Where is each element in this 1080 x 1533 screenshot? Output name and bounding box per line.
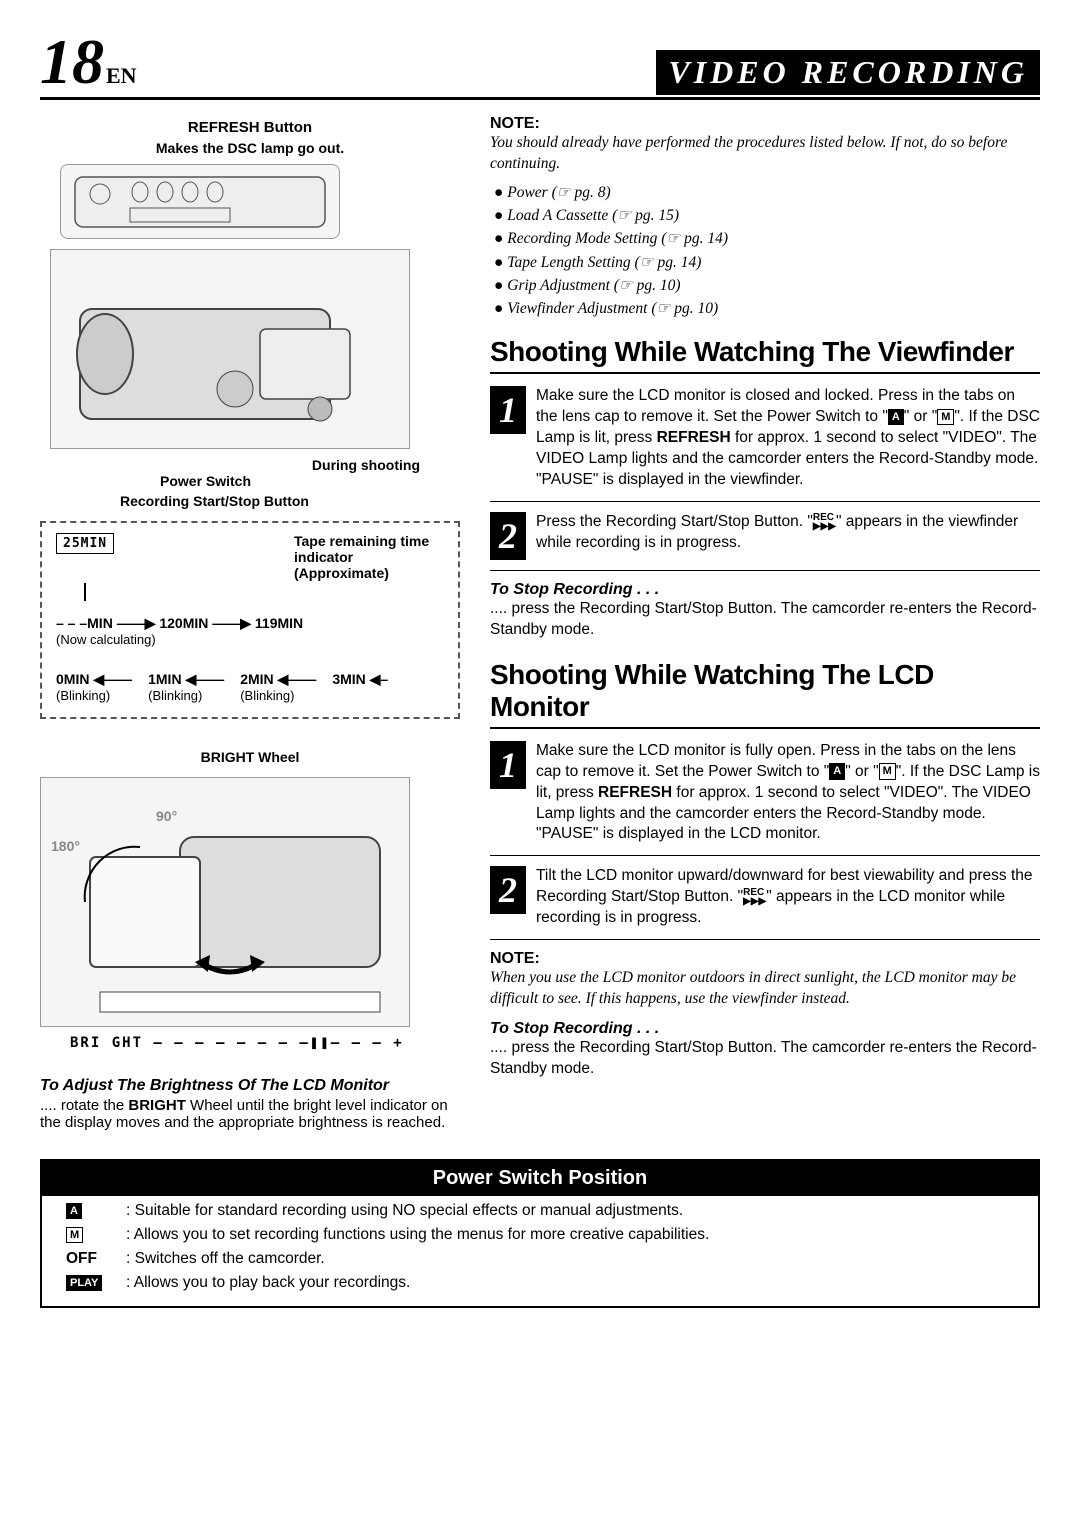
right-column: NOTE: You should already have performed … [490,115,1040,1131]
section2-stop-title: To Stop Recording . . . [490,1020,1040,1038]
tape-flow-row-a: – – –MIN ——▶ 120MIN ——▶ 119MIN [56,615,444,632]
page-number: 18EN [40,30,137,94]
left-column: REFRESH Button Makes the DSC lamp go out… [40,115,460,1131]
a-icon: A [66,1203,82,1219]
step1b-text: Make sure the LCD monitor is fully open.… [536,741,1040,846]
note-label-2: NOTE: [490,950,1040,968]
tape-item-3: 3MIN ◀– [332,657,388,703]
checklist-item-0: Power (☞ pg. 8) [494,181,1040,204]
section1-title: Shooting While Watching The Viewfinder [490,336,1040,374]
checklist-item-1: Load A Cassette (☞ pg. 15) [494,204,1040,227]
step2-text: Press the Recording Start/Stop Button. "… [536,512,1040,560]
step-num-2b: 2 [490,866,526,914]
power-key-3: PLAY [66,1274,126,1292]
section2-stop-text: .... press the Recording Start/Stop Butt… [490,1038,1040,1080]
tape-indicator-box: 25MIN Tape remaining time indicator (App… [40,521,460,719]
power-text-1: : Allows you to set recording functions … [126,1226,709,1244]
checklist-item-3: Tape Length Setting (☞ pg. 14) [494,251,1040,274]
power-switch-label: Power Switch [160,473,460,489]
tape-time-1: 1MIN ◀—— [148,671,224,688]
note-label-1: NOTE: [490,115,1040,133]
refresh-desc: Makes the DSC lamp go out. [40,140,460,156]
tape-row1: 25MIN Tape remaining time indicator (App… [56,533,444,581]
power-text-0: : Suitable for standard recording using … [126,1202,683,1220]
step-num-1: 1 [490,386,526,434]
power-key-0: A [66,1202,126,1220]
refresh-button-label: REFRESH Button [40,119,460,136]
m-icon: M [66,1227,83,1243]
a-icon: A [888,409,904,425]
tape-time-3: 3MIN ◀– [332,671,388,688]
section1-step2: 2 Press the Recording Start/Stop Button.… [490,512,1040,571]
tape-remaining-label: Tape remaining time indicator (Approxima… [294,533,444,581]
checklist-item-5: Viewfinder Adjustment (☞ pg. 10) [494,297,1040,320]
section2-step2: 2 Tilt the LCD monitor upward/downward f… [490,866,1040,940]
bright-wheel-label: BRIGHT Wheel [40,749,460,765]
page-lang: EN [106,63,137,88]
tape-state-1: (Blinking) [148,688,224,703]
tape-item-0: 0MIN ◀—— (Blinking) [56,657,132,703]
content-columns: REFRESH Button Makes the DSC lamp go out… [40,115,1040,1131]
tape-flow-row-b: 0MIN ◀—— (Blinking) 1MIN ◀—— (Blinking) … [56,657,444,703]
checklist-item-4: Grip Adjustment (☞ pg. 10) [494,274,1040,297]
section1-stop-text: .... press the Recording Start/Stop Butt… [490,599,1040,641]
tape-item-1: 1MIN ◀—— (Blinking) [148,657,224,703]
power-text-3: : Allows you to play back your recording… [126,1274,410,1292]
angle-90: 90° [156,808,177,824]
power-key-2: OFF [66,1250,126,1268]
tape-time-0: 0MIN ◀—— [56,671,132,688]
section2-note-text: When you use the LCD monitor outdoors in… [490,968,1040,1010]
section1-step1: 1 Make sure the LCD monitor is closed an… [490,386,1040,502]
bright-bar: BRI GHT – – – – – – – –❚❚– – – + [70,1035,460,1051]
section1-stop-title: To Stop Recording . . . [490,581,1040,599]
power-text-2: : Switches off the camcorder. [126,1250,325,1268]
checklist: Power (☞ pg. 8) Load A Cassette (☞ pg. 1… [494,181,1040,321]
tape-state-2: (Blinking) [240,688,316,703]
tape-state-0: (Blinking) [56,688,132,703]
power-row-0: A : Suitable for standard recording usin… [42,1196,1038,1220]
checklist-item-2: Recording Mode Setting (☞ pg. 14) [494,227,1040,250]
camera-side-svg [60,259,400,439]
bright-svg [50,787,400,1017]
m-icon: M [879,763,896,779]
a-icon: A [829,763,845,779]
tape-25min: 25MIN [56,533,114,554]
section2-step1: 1 Make sure the LCD monitor is fully ope… [490,741,1040,857]
step2b-text: Tilt the LCD monitor upward/downward for… [536,866,1040,929]
page-header: 18EN VIDEO RECORDING [40,30,1040,100]
bright-wheel-diagram: 90° 180° [40,777,410,1027]
camera-side-diagram [50,249,410,449]
m-icon: M [937,409,954,425]
rec-button-label: Recording Start/Stop Button [120,493,460,509]
header-title: VIDEO RECORDING [656,50,1040,95]
step-num-1b: 1 [490,741,526,789]
step-num-2: 2 [490,512,526,560]
power-row-2: OFF : Switches off the camcorder. [42,1244,1038,1268]
section2-title: Shooting While Watching The LCD Monitor [490,659,1040,729]
rec-icon: REC▶▶▶ [743,888,766,906]
tape-item-2: 2MIN ◀—— (Blinking) [240,657,316,703]
page-num-value: 18 [40,26,104,97]
power-switch-section: Power Switch Position A : Suitable for s… [40,1159,1040,1308]
camera-top-diagram [60,164,340,239]
bright-adjust-title: To Adjust The Brightness Of The LCD Moni… [40,1077,460,1095]
note-intro: You should already have performed the pr… [490,133,1040,175]
play-icon: PLAY [66,1275,102,1291]
rec-icon: REC▶▶▶ [813,513,836,531]
tape-time-2: 2MIN ◀—— [240,671,316,688]
power-row-1: M : Allows you to set recording function… [42,1220,1038,1244]
power-key-1: M [66,1226,126,1244]
power-row-3: PLAY : Allows you to play back your reco… [42,1268,1038,1292]
bright-adjust-text: .... rotate the BRIGHT Wheel until the b… [40,1097,460,1131]
power-switch-header: Power Switch Position [42,1161,1038,1196]
during-shooting-label: During shooting [40,457,420,473]
angle-180: 180° [51,838,80,854]
step1-text: Make sure the LCD monitor is closed and … [536,386,1040,491]
camera-top-svg [70,172,330,232]
tape-now-calc: (Now calculating) [56,632,444,647]
